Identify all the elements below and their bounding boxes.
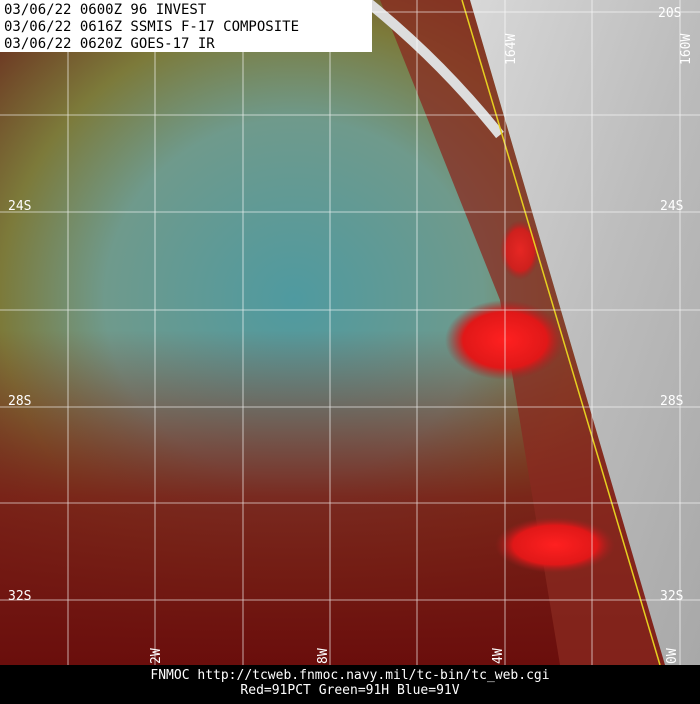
lon-label: 8W bbox=[316, 648, 331, 664]
header-line: 03/06/22 0620Z GOES-17 IR bbox=[4, 36, 215, 52]
footer-line: FNMOC http://tcweb.fnmoc.navy.mil/tc-bin… bbox=[150, 668, 549, 683]
footer-line: Red=91PCT Green=91H Blue=91V bbox=[240, 683, 459, 698]
lat-label: 32S bbox=[8, 589, 31, 604]
convection bbox=[500, 220, 540, 280]
footer bbox=[0, 665, 700, 700]
ir-imagery bbox=[470, 0, 700, 665]
header-box bbox=[0, 0, 372, 52]
header-line: 03/06/22 0616Z SSMIS F-17 COMPOSITE bbox=[4, 19, 299, 35]
lat-label: 28S bbox=[660, 394, 683, 409]
lon-label: 2W bbox=[149, 648, 164, 664]
lat-label: 24S bbox=[8, 199, 31, 214]
lon-label: 4W bbox=[491, 648, 506, 664]
lon-label: 0W bbox=[665, 648, 680, 664]
lon-label: 164W bbox=[504, 34, 519, 65]
lat-label: 20S bbox=[658, 6, 681, 21]
grid bbox=[0, 0, 700, 665]
lat-label: 24S bbox=[660, 199, 683, 214]
swath-edge bbox=[461, 0, 661, 666]
swath-gap bbox=[361, 0, 504, 139]
header-line: 03/06/22 0600Z 96 INVEST bbox=[4, 2, 207, 18]
lon-label: 160W bbox=[679, 34, 694, 65]
lat-label: 28S bbox=[8, 394, 31, 409]
lat-label: 32S bbox=[660, 589, 683, 604]
imagery bbox=[0, 0, 700, 666]
convection bbox=[495, 517, 615, 573]
